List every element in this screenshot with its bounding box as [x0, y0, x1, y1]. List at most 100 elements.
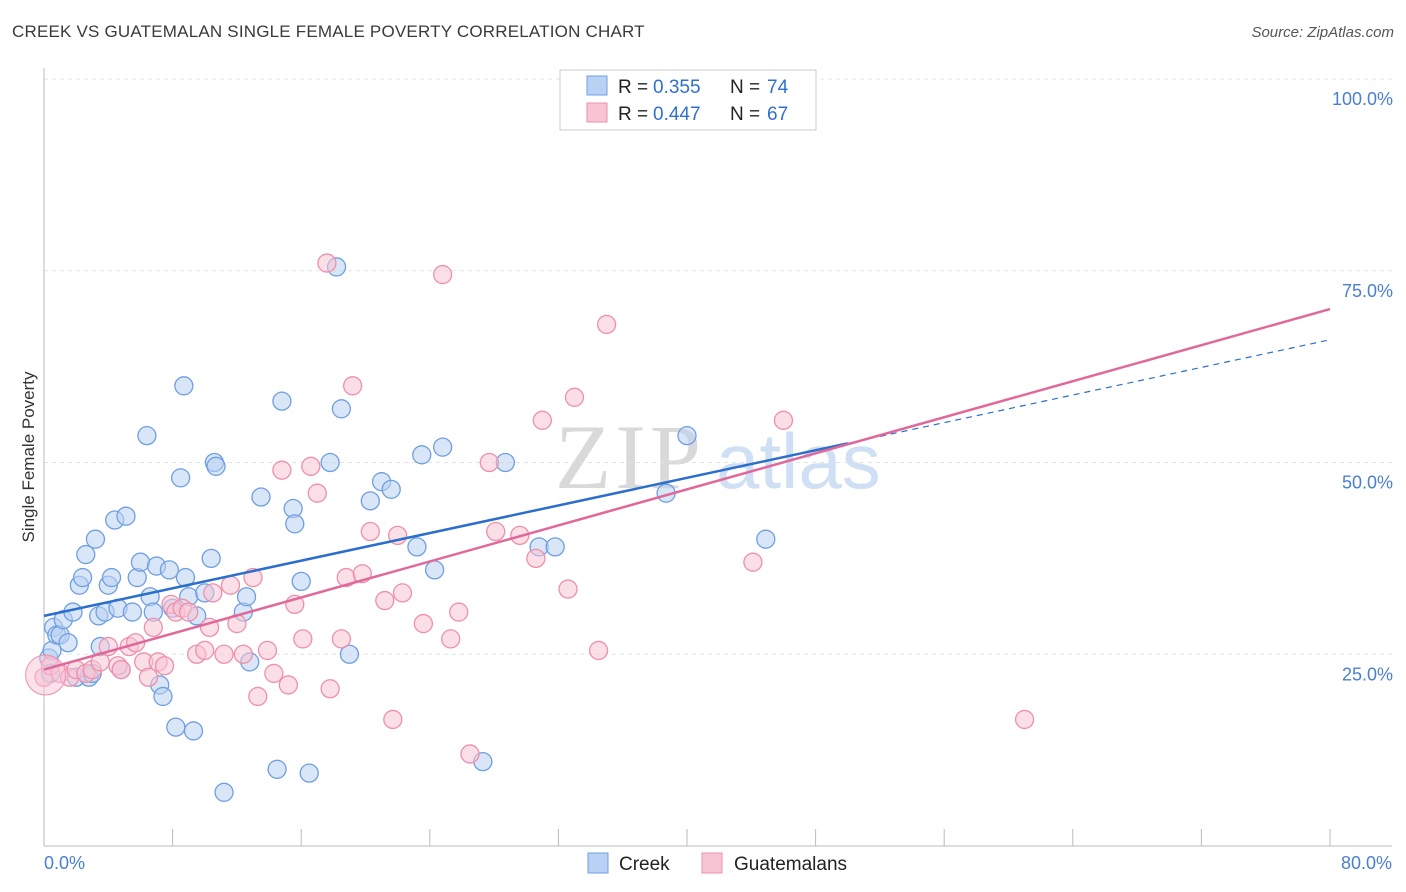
scatter-point [449, 602, 469, 622]
scatter-point [677, 426, 697, 446]
points-layer [25, 253, 1035, 802]
scatter-point [285, 514, 305, 534]
scatter-point [272, 460, 292, 480]
bottom-legend-label-guatemalans: Guatemalans [734, 854, 847, 875]
chart-title: CREEK VS GUATEMALAN SINGLE FEMALE POVERT… [12, 22, 645, 41]
bottom-legend: Creek Guatemalans [587, 852, 847, 875]
trend-line-extension-creek [847, 339, 1331, 444]
x-tick-label-right: 80.0% [1341, 853, 1392, 873]
scatter-point [756, 529, 776, 549]
scatter-point [773, 410, 794, 430]
scatter-point [203, 583, 223, 603]
scatter-point [201, 548, 221, 569]
x-ticks [43, 829, 1331, 846]
y-tick-labels: 100.0% 75.0% 50.0% 25.0% [1332, 89, 1393, 684]
scatter-point [407, 537, 427, 557]
scatter-point [293, 629, 313, 649]
scatter-point [206, 456, 226, 476]
scatter-point [320, 679, 340, 699]
scatter-point [153, 686, 173, 707]
legend-n-label-creek: N = [730, 77, 760, 98]
legend-n-value-creek: 74 [767, 77, 789, 98]
scatter-point [166, 717, 186, 737]
scatter-point [257, 640, 278, 661]
scatter-point [532, 410, 552, 430]
scatter-point [339, 644, 360, 664]
scatter-point [174, 376, 194, 396]
scatter-point [342, 376, 363, 396]
scatter-point [72, 567, 93, 588]
axes [43, 68, 1392, 847]
scatter-point [596, 314, 617, 335]
scatter-point [433, 437, 453, 457]
scatter-point [301, 456, 321, 476]
scatter-point [183, 721, 204, 741]
legend-r-value-guatemalans: 0.447 [653, 104, 701, 125]
trend-line-creek [43, 442, 849, 618]
scatter-point [1014, 709, 1035, 730]
scatter-point [233, 644, 253, 664]
scatter-point [413, 613, 434, 634]
legend-swatch-guatemalans [586, 102, 608, 123]
scatter-point [317, 253, 337, 273]
scatter-point [320, 452, 340, 473]
y-tick-label: 100.0% [1332, 89, 1393, 109]
scatter-point [170, 468, 191, 488]
legend-n-label-guatemalans: N = [730, 104, 760, 125]
scatter-point [138, 667, 159, 687]
legend-swatch-creek [586, 75, 608, 96]
x-tick-label-left: 0.0% [44, 853, 85, 873]
watermark: ZIP atlas [555, 406, 881, 508]
scatter-point [58, 633, 78, 653]
scatter-point [495, 452, 516, 473]
scatter-point [248, 686, 268, 707]
scatter-point [441, 629, 461, 649]
scatter-point [331, 399, 352, 419]
scatter-point [236, 587, 257, 607]
scatter-point [291, 571, 311, 592]
source-label: Source: ZipAtlas.com [1251, 24, 1394, 41]
y-tick-label: 75.0% [1342, 281, 1393, 301]
scatter-point [159, 560, 180, 580]
scatter-point [375, 590, 395, 611]
legend-r-label-creek: R = [618, 77, 648, 98]
scatter-point [331, 629, 352, 649]
scatter-point [307, 483, 327, 503]
grid [44, 78, 1392, 655]
series-creek-points [39, 257, 776, 802]
legend-box: R = 0.355 N = 74 R = 0.447 N = 67 [559, 69, 817, 131]
scatter-point [251, 487, 271, 507]
trend-line-guatemalans [43, 307, 1331, 671]
watermark-zip: ZIP [555, 406, 705, 508]
scatter-point [383, 709, 403, 730]
scatter-point [76, 544, 96, 565]
scatter-point [220, 575, 241, 595]
scatter-point [272, 391, 292, 411]
scatter-point [85, 529, 106, 549]
scatter-point [122, 602, 143, 622]
scatter-point [101, 567, 122, 588]
bottom-legend-label-creek: Creek [619, 854, 670, 875]
scatter-point [264, 663, 284, 684]
legend-r-value-creek: 0.355 [653, 77, 701, 98]
scatter-point [433, 264, 453, 285]
scatter-point [111, 659, 131, 680]
scatter-point [526, 548, 546, 569]
legend-r-label-guatemalans: R = [618, 104, 648, 125]
scatter-point-cluster [25, 654, 67, 696]
bottom-legend-swatch-creek [587, 852, 609, 874]
scatter-point [424, 560, 445, 580]
scatter-point [130, 552, 151, 572]
scatter-point [392, 583, 413, 603]
scatter-point [743, 552, 763, 572]
scatter-point [154, 656, 175, 676]
scatter-point [278, 675, 298, 695]
y-axis-label: Single Female Poverty [19, 371, 38, 543]
scatter-point [267, 759, 287, 779]
scatter-point [214, 782, 234, 802]
trend-lines [43, 307, 1331, 671]
scatter-point [195, 640, 215, 661]
scatter-point [412, 445, 432, 465]
legend-n-value-guatemalans: 67 [767, 104, 788, 125]
